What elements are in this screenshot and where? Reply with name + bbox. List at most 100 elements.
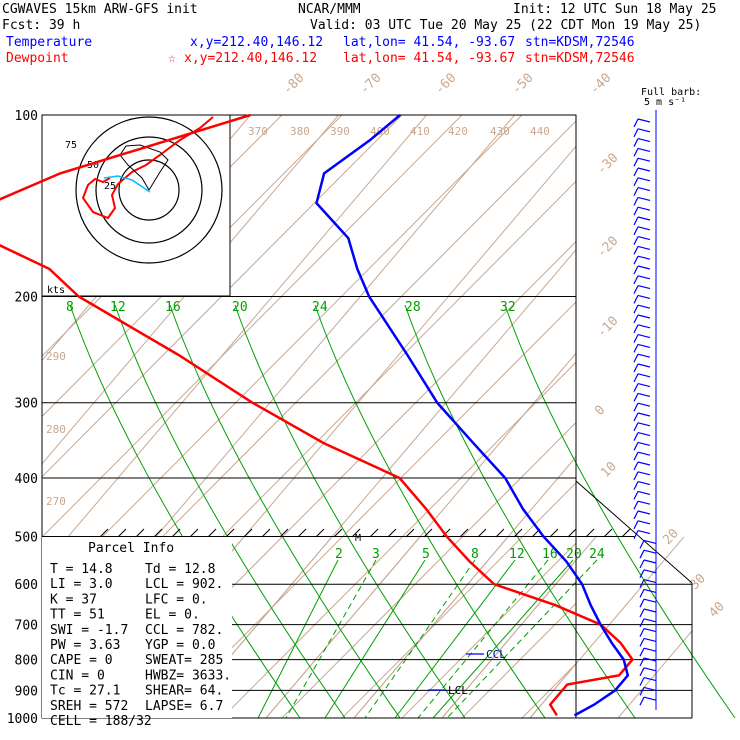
theta-label: 420 — [448, 125, 468, 138]
wind-barb-flag — [633, 295, 639, 304]
wind-barb-flag — [639, 696, 645, 706]
hodograph-curve — [119, 144, 169, 191]
wind-barb-flag — [633, 138, 639, 147]
mixing-ratio-label-lower: 12 — [509, 547, 525, 562]
mixing-ratio-line — [234, 304, 466, 719]
wind-barb — [637, 157, 651, 162]
wind-barb-flag — [633, 530, 639, 539]
wind-barb — [643, 637, 657, 642]
wind-barb-flag — [633, 422, 639, 432]
isotherm-label: 20 — [660, 526, 682, 548]
wind-barb — [637, 520, 651, 525]
wind-barb — [637, 118, 651, 123]
wind-barb-flag — [633, 255, 639, 265]
parcel-info-left: LI = 3.0 — [50, 577, 113, 592]
dewpoint-station: stn=KDSM,72546 — [525, 51, 635, 66]
parcel-info-background — [42, 537, 232, 718]
wind-barb — [637, 510, 651, 515]
hatch-tick — [585, 528, 595, 538]
mixing-ratio-label: 28 — [405, 300, 421, 315]
wind-barb — [643, 598, 657, 603]
mixing-ratio-line-lower — [446, 559, 598, 719]
plot-frame — [41, 114, 577, 719]
wind-barb-flag — [633, 363, 639, 373]
dewpoint-latlon: lat,lon= 41.54, -93.67 — [343, 51, 515, 66]
institution-label: NCAR/MMM — [298, 2, 361, 17]
wind-barb-flag — [639, 540, 645, 549]
hatch-tick — [153, 528, 163, 538]
wind-barb — [637, 206, 651, 211]
mixing-ratio-label: 8 — [66, 300, 74, 315]
wind-barb — [643, 549, 657, 554]
pressure-label: 900 — [15, 684, 38, 699]
parcel-info-right: CCL = 782. — [145, 623, 223, 638]
wind-barb — [637, 177, 651, 182]
theta-label: 380 — [290, 125, 310, 138]
wind-barb — [637, 216, 651, 221]
isotherm-line — [0, 87, 10, 730]
mixing-ratio-label-lower: 24 — [589, 547, 605, 562]
wind-barb-flag — [633, 216, 639, 226]
dry-adiabat-line — [582, 115, 740, 718]
dry-adiabat-line — [401, 542, 576, 718]
wind-barb — [637, 128, 651, 133]
temperature-xy: x,y=212.40,146.12 — [190, 35, 323, 50]
pressure-label: 600 — [15, 578, 38, 593]
wind-barb-flag — [639, 608, 645, 618]
parcel-info-left: K = 37 — [50, 592, 97, 607]
pressure-label: 400 — [15, 472, 38, 487]
wind-barb-flag — [639, 667, 645, 677]
hatch-tick — [135, 528, 145, 538]
dewpoint-legend-label: Dewpoint — [6, 51, 69, 66]
wind-barb-flag — [633, 118, 639, 128]
wind-barb-flag — [633, 471, 639, 481]
temperature-legend-label: Temperature — [6, 35, 92, 50]
parcel-info-right: SWEAT= 285 — [145, 653, 223, 668]
dry-adiabat-line — [42, 115, 523, 599]
wind-barb — [637, 451, 651, 456]
model-title: CGWAVES 15km ARW-GFS init — [2, 2, 198, 17]
wind-barb — [637, 343, 651, 348]
isotherm-line-lower — [265, 537, 421, 718]
forecast-hour: Fcst: 39 h — [2, 18, 80, 33]
wind-barb — [637, 275, 651, 280]
wind-barb — [637, 461, 651, 466]
mixing-ratio-lines — [69, 304, 736, 719]
hodograph-ring-label-75: 75 — [65, 140, 77, 151]
wind-barb-flag — [639, 628, 645, 637]
hatch-tick — [261, 528, 271, 538]
wind-barb-flag — [633, 246, 639, 255]
temperature-station: stn=KDSM,72546 — [525, 35, 635, 50]
mixing-ratio-line-lower — [394, 559, 516, 719]
wind-barb — [643, 657, 657, 662]
wind-barb-flag — [633, 383, 639, 392]
theta-label: 390 — [330, 125, 350, 138]
dry-adiabat-line — [221, 361, 576, 718]
wind-barb-flag — [633, 167, 639, 177]
wind-barb-flag — [633, 226, 639, 236]
wind-barb — [643, 677, 657, 682]
dry-adiabat-line — [461, 602, 576, 718]
wind-barb — [637, 334, 651, 339]
wind-barb-flag — [639, 559, 645, 569]
mixing-ratio-line — [69, 304, 301, 719]
pressure-label: 200 — [15, 291, 38, 306]
wind-barb-flag — [639, 657, 645, 667]
wind-barb-flag — [639, 569, 645, 579]
mixing-ratio-line — [314, 304, 546, 719]
wind-barb — [637, 373, 651, 378]
dry-adiabat-line — [42, 115, 343, 418]
hatch-tick — [189, 528, 199, 538]
wind-barbs — [633, 110, 657, 710]
wind-barb — [637, 392, 651, 397]
hatch-tick — [621, 528, 631, 538]
isotherm-label: -40 — [587, 71, 614, 98]
wind-barb — [637, 226, 651, 231]
isotherm-label: -10 — [594, 314, 621, 341]
hatch-tick — [567, 528, 577, 538]
isotherm-label: -30 — [594, 151, 621, 178]
wind-barb — [643, 686, 657, 691]
hatch-tick — [315, 528, 325, 538]
hatch-tick — [405, 528, 415, 538]
